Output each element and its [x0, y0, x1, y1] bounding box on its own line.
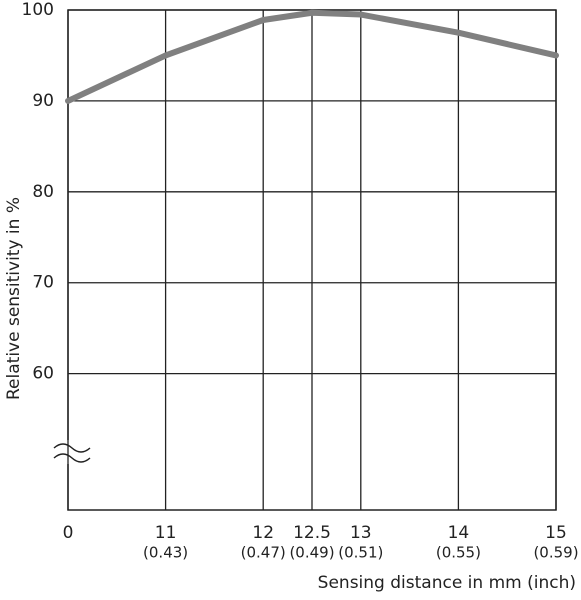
data-line [65, 9, 559, 104]
x-tick-label: 12.5 [293, 523, 331, 543]
x-tick-label: 0 [63, 523, 74, 543]
y-tick-label: 60 [32, 364, 54, 384]
x-tick-label: 12 [252, 523, 274, 543]
axis-break [52, 440, 92, 464]
x-axis-title: Sensing distance in mm (inch) [318, 573, 576, 593]
y-axis-title: Relative sensitivity in % [4, 197, 24, 400]
x-tick-inch-label: (0.51) [338, 544, 383, 562]
x-tick-inch-label: (0.43) [143, 544, 188, 562]
x-tick-label: 15 [545, 523, 567, 543]
x-tick-label: 13 [350, 523, 372, 543]
x-tick-inch-label: (0.55) [436, 544, 481, 562]
x-tick-inch-label: (0.59) [533, 544, 578, 562]
y-tick-label: 80 [32, 182, 54, 202]
y-tick-label: 70 [32, 273, 54, 293]
x-tick-inch-label: (0.47) [241, 544, 286, 562]
y-tick-label: 90 [32, 91, 54, 111]
y-tick-label: 100 [22, 0, 54, 20]
x-tick-label: 11 [155, 523, 177, 543]
x-tick-inch-label: (0.49) [289, 544, 334, 562]
x-tick-label: 14 [448, 523, 470, 543]
